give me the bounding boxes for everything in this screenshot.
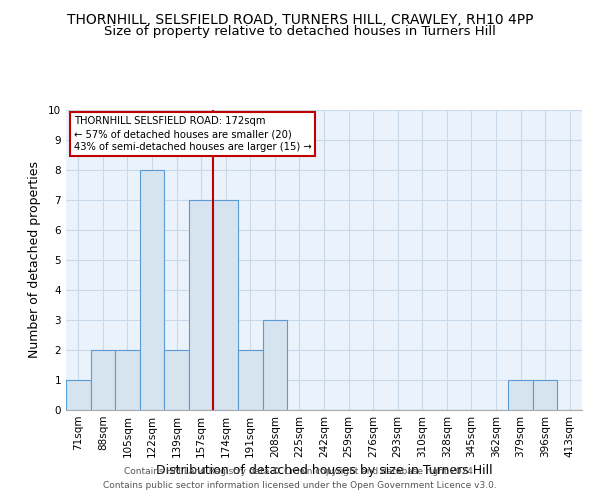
Text: Size of property relative to detached houses in Turners Hill: Size of property relative to detached ho…: [104, 25, 496, 38]
Bar: [91, 350, 115, 410]
Bar: [238, 350, 263, 410]
Bar: [263, 320, 287, 410]
Text: Contains public sector information licensed under the Open Government Licence v3: Contains public sector information licen…: [103, 481, 497, 490]
Bar: [164, 350, 189, 410]
Text: THORNHILL SELSFIELD ROAD: 172sqm
← 57% of detached houses are smaller (20)
43% o: THORNHILL SELSFIELD ROAD: 172sqm ← 57% o…: [74, 116, 311, 152]
Text: Contains HM Land Registry data © Crown copyright and database right 2024.: Contains HM Land Registry data © Crown c…: [124, 467, 476, 476]
Bar: [533, 380, 557, 410]
Text: THORNHILL, SELSFIELD ROAD, TURNERS HILL, CRAWLEY, RH10 4PP: THORNHILL, SELSFIELD ROAD, TURNERS HILL,…: [67, 12, 533, 26]
Bar: [140, 170, 164, 410]
Y-axis label: Number of detached properties: Number of detached properties: [28, 162, 41, 358]
Bar: [115, 350, 140, 410]
Bar: [508, 380, 533, 410]
Bar: [66, 380, 91, 410]
X-axis label: Distribution of detached houses by size in Turners Hill: Distribution of detached houses by size …: [155, 464, 493, 477]
Bar: [214, 200, 238, 410]
Bar: [189, 200, 214, 410]
